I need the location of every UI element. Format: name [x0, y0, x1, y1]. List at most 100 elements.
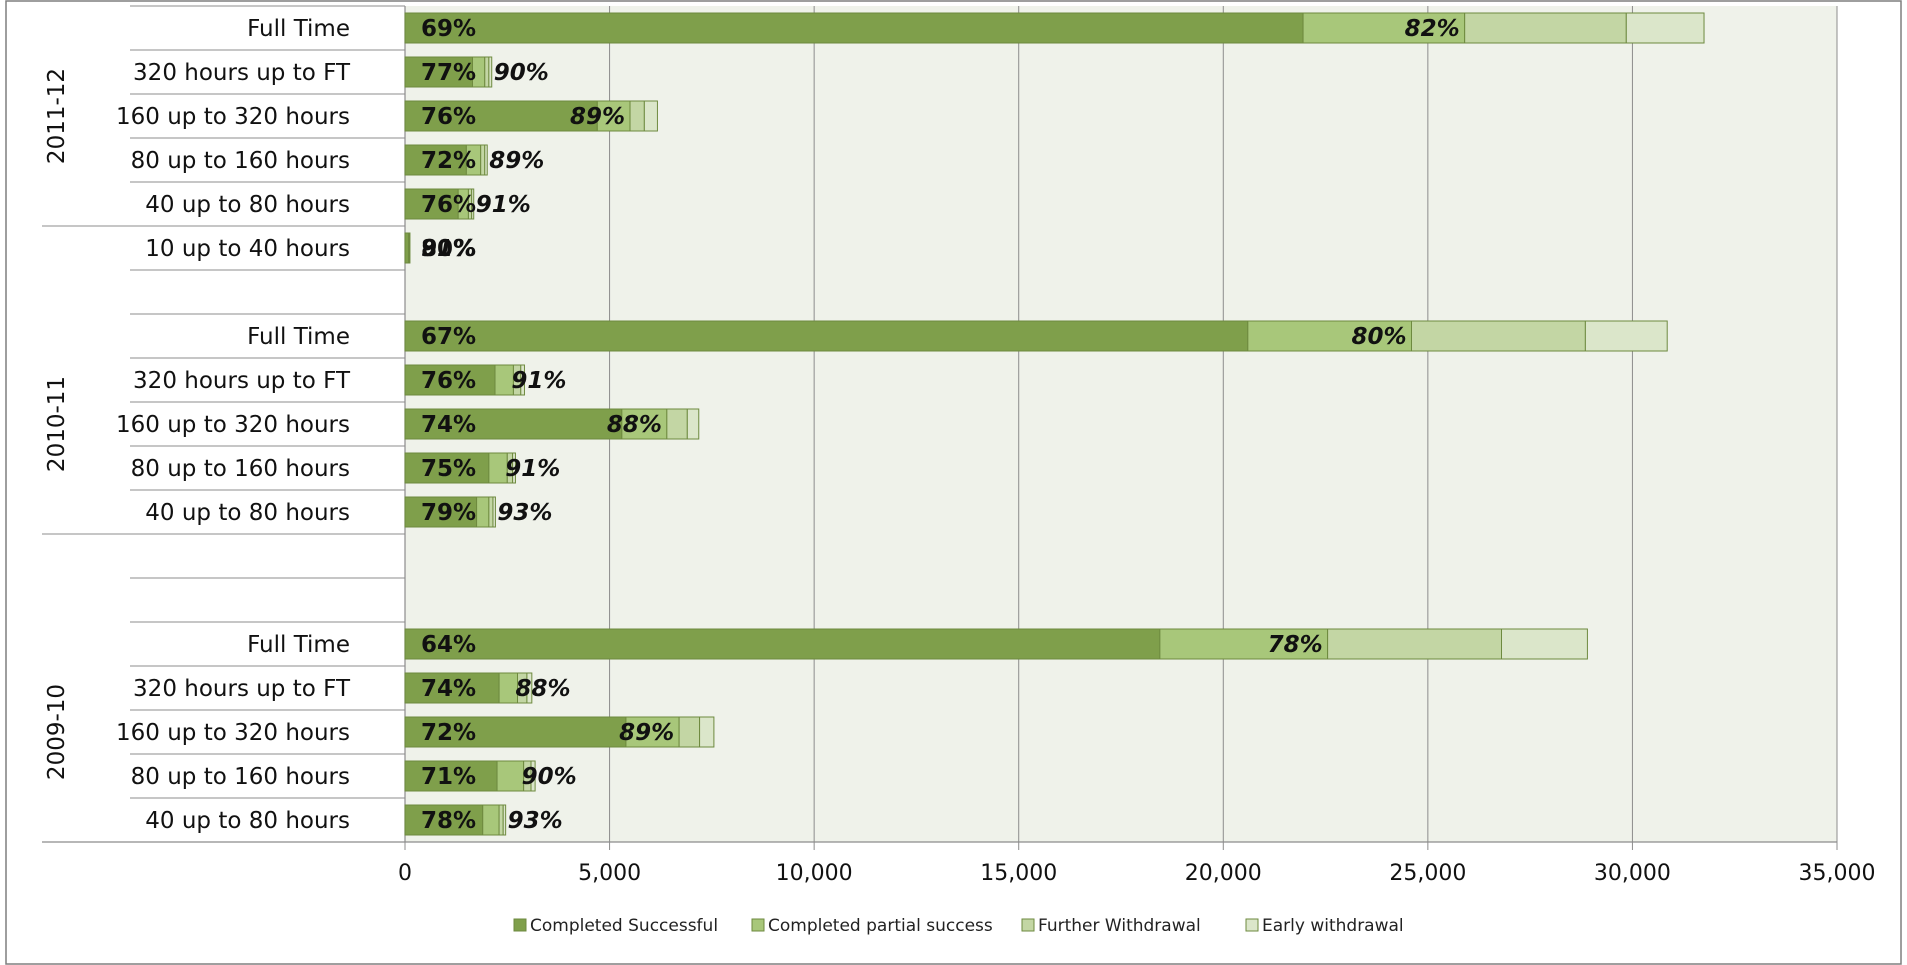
category-label: 160 up to 320 hours	[116, 412, 350, 438]
bar-segment-completed-successful	[404, 364, 496, 396]
legend-swatch	[1021, 918, 1035, 932]
bar-segment-further-withdrawal	[1464, 12, 1627, 44]
partial-success-rate-label: 91%	[476, 192, 531, 218]
partial-success-rate-label: 90%	[522, 764, 577, 790]
bar-segment-early-withdrawal	[492, 496, 496, 528]
bar-segment-early-withdrawal	[471, 188, 475, 220]
partial-success-rate-label: 91%	[505, 456, 560, 482]
success-rate-label: 76%	[421, 192, 476, 218]
bar-segment-early-withdrawal	[512, 452, 516, 484]
category-label: 40 up to 80 hours	[145, 808, 350, 834]
category-label: 80 up to 160 hours	[131, 456, 350, 482]
legend: Completed Successful Completed partial su…	[513, 916, 1404, 936]
partial-success-rate-label: 88%	[516, 676, 571, 702]
bar-segment-further-withdrawal	[629, 100, 645, 132]
category-label: 80 up to 160 hours	[131, 148, 350, 174]
bar-segment-completed-successful	[404, 320, 1249, 352]
x-tick-label: 30,000	[1594, 861, 1671, 886]
x-tick-label: 25,000	[1389, 861, 1466, 886]
bar-segment-completed-successful	[404, 496, 478, 528]
x-tick-label: 5,000	[578, 861, 641, 886]
category-label: 320 hours up to FT	[133, 676, 351, 702]
bar-segment-completed-successful	[404, 628, 1161, 660]
bar-segment-early-withdrawal	[526, 672, 533, 704]
bar-segment-further-withdrawal	[488, 496, 494, 528]
bar-segment-completed-successful	[404, 188, 459, 220]
partial-success-rate-label: 93%	[508, 808, 563, 834]
bar-segment-early-withdrawal	[643, 100, 658, 132]
bar-segment-early-withdrawal	[699, 716, 715, 748]
bar-segment-completed-successful	[404, 12, 1304, 44]
partial-success-rate-label: 80%	[1351, 324, 1406, 350]
bar-segment-completed-successful	[404, 760, 498, 792]
success-rate-label: 72%	[421, 148, 476, 174]
success-rate-label: 72%	[421, 720, 476, 746]
bar-segment-completed-partial-success	[476, 496, 490, 528]
legend-entry-label: Completed partial success	[768, 916, 993, 936]
legend-entry-label: Further Withdrawal	[1038, 916, 1201, 936]
bar-segment-early-withdrawal	[1501, 628, 1588, 660]
partial-success-rate-label: 93%	[497, 500, 552, 526]
gridlines	[609, 6, 1838, 842]
partial-success-rate-label: 89%	[619, 720, 674, 746]
partial-success-rate-label: 82%	[1405, 16, 1460, 42]
category-axis: Full Time 320 hours up to FT 160 up to 320…	[42, 5, 1837, 843]
bar-segment-completed-successful	[404, 672, 500, 704]
legend-entry-label: Early withdrawal	[1262, 916, 1404, 936]
success-rate-label: 79%	[421, 500, 476, 526]
success-rate-label: 76%	[421, 368, 476, 394]
legend-swatch	[1245, 918, 1259, 932]
bar-segment-completed-successful	[404, 56, 474, 88]
success-rate-label: 75%	[421, 456, 476, 482]
bar-segment-further-withdrawal	[678, 716, 701, 748]
x-tick-label: 10,000	[776, 861, 853, 886]
legend-entry-label: Completed Successful	[530, 916, 718, 936]
partial-success-rate-label: 91%	[421, 236, 476, 262]
group-label: 2010-11	[44, 376, 70, 472]
x-tick-label: 35,000	[1799, 861, 1876, 886]
bar-segment-further-withdrawal	[666, 408, 688, 440]
bar-segment-further-withdrawal	[1327, 628, 1503, 660]
success-rate-label: 74%	[421, 676, 476, 702]
category-label: Full Time	[247, 632, 350, 658]
group-label: 2009-10	[44, 684, 70, 780]
bar-series	[404, 12, 1705, 836]
category-label: 80 up to 160 hours	[131, 764, 350, 790]
bar-segment-completed-partial-success	[596, 100, 631, 132]
bar-segment-further-withdrawal	[484, 56, 490, 88]
bar-segment-early-withdrawal	[1625, 12, 1705, 44]
bar-segment-further-withdrawal	[498, 804, 504, 836]
category-label: 320 hours up to FT	[133, 368, 351, 394]
success-rate-label: 78%	[421, 808, 476, 834]
category-label: 40 up to 80 hours	[145, 500, 350, 526]
x-tick-label: 20,000	[1185, 861, 1262, 886]
category-label: Full Time	[247, 324, 350, 350]
bar-segment-early-withdrawal	[484, 144, 488, 176]
bar-segment-completed-partial-success	[1247, 320, 1412, 352]
bar-segment-completed-partial-success	[496, 760, 525, 792]
bar-segment-completed-partial-success	[625, 716, 680, 748]
partial-success-rate-label: 89%	[570, 104, 625, 130]
partial-success-rate-label: 78%	[1268, 632, 1323, 658]
category-label: 160 up to 320 hours	[116, 104, 350, 130]
bar-segment-early-withdrawal	[520, 364, 525, 396]
bar-segment-completed-partial-success	[1302, 12, 1466, 44]
bar-segment-completed-successful	[404, 452, 490, 484]
success-rate-label: 74%	[421, 412, 476, 438]
partial-success-rate-label: 88%	[607, 412, 662, 438]
legend-swatch	[751, 918, 765, 932]
bar-segment-completed-successful	[404, 804, 484, 836]
partial-success-rate-label: 89%	[489, 148, 544, 174]
x-tick-label: 0	[398, 861, 412, 886]
legend-swatch	[513, 918, 527, 932]
group-label: 2011-12	[44, 68, 70, 164]
category-label: 320 hours up to FT	[133, 60, 351, 86]
bar-segment-completed-successful	[404, 232, 410, 264]
bar-segment-early-withdrawal	[502, 804, 507, 836]
partial-success-rate-label: 90%	[494, 60, 549, 86]
success-rate-label: 76%	[421, 104, 476, 130]
bar-segment-early-withdrawal	[686, 408, 700, 440]
bar-segment-further-withdrawal	[480, 144, 486, 176]
success-rate-label: 80%	[421, 236, 476, 262]
value-axis: 0 5,000 10,000 15,000 20,000 25,000 30,000 35,0…	[398, 842, 1875, 886]
